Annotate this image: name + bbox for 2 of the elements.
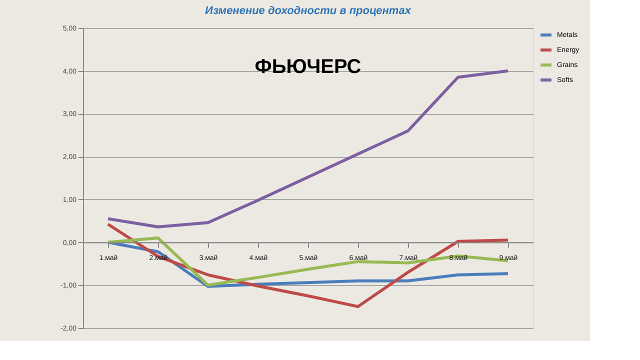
- chart-title: Изменение доходности в процентах: [205, 5, 412, 17]
- annotation: ФЬЮЧЕРС: [254, 56, 362, 78]
